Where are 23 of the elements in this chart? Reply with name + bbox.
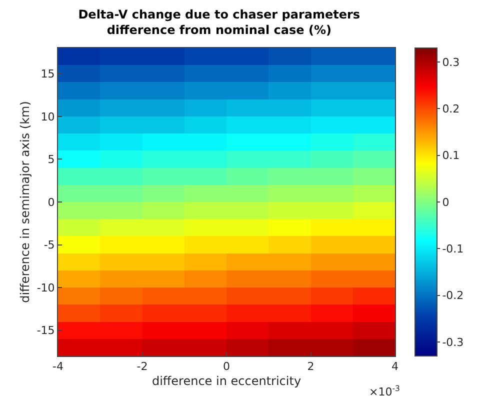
chart-title: Delta-V change due to chaser parameters difference from nominal case (%): [78, 8, 360, 38]
y-tick-label: 5: [48, 153, 55, 166]
y-tick-label: 0: [48, 196, 55, 209]
text: ×10$^{-3}$: [369, 384, 400, 399]
y-tick-label: -5: [44, 238, 55, 252]
color-bar-label: -0.2: [442, 289, 464, 302]
x-tick-label: 4: [392, 360, 398, 374]
x-tick-label: -2: [136, 360, 148, 374]
y-tick-label: -15: [36, 324, 55, 338]
y-tick-label: 10: [40, 110, 55, 124]
x-tick-label: 2: [307, 360, 314, 374]
x-tick-label: -4: [52, 360, 64, 374]
color-bar-label: 0.2: [442, 102, 460, 116]
color-bar-label: 0: [442, 196, 450, 209]
y-axis-title: difference in semimajor axis (km): [18, 101, 32, 303]
x-tick-label: 0: [223, 360, 230, 374]
color-bar-label: 0.1: [442, 149, 460, 162]
color-bar-label: -0.3: [442, 336, 464, 349]
x-axis-title: difference in eccentricity: [152, 374, 302, 388]
color-bar-label: -0.1: [442, 242, 464, 256]
y-tick-label: 15: [40, 68, 55, 81]
color-bar-label: 0.3: [442, 56, 460, 69]
y-tick-label: -10: [36, 281, 55, 294]
